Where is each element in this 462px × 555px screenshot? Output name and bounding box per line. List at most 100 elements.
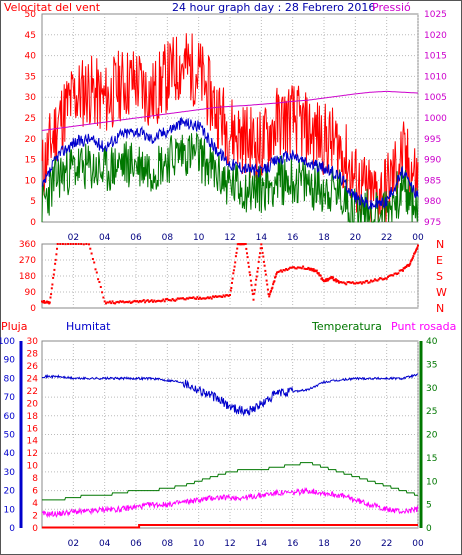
direction-point	[138, 300, 141, 302]
direction-point	[157, 299, 160, 302]
humidity-axis-label: Humitat	[66, 320, 111, 333]
direction-point	[363, 281, 366, 284]
direction-point	[390, 274, 393, 277]
pressure-axis-label: Pressió	[372, 1, 411, 14]
direction-point	[108, 300, 111, 303]
rain-y-tick: 10	[27, 462, 39, 472]
direction-point	[300, 267, 303, 270]
direction-point	[370, 279, 372, 282]
direction-point	[264, 269, 267, 272]
direction-point	[217, 295, 220, 298]
direction-point	[289, 266, 292, 269]
direction-point	[253, 292, 256, 295]
direction-point	[272, 283, 275, 286]
pressure-y-tick: 985	[424, 176, 441, 186]
direction-point	[293, 266, 295, 269]
direction-point	[116, 300, 119, 303]
direction-point	[341, 281, 344, 284]
direction-point	[272, 281, 275, 284]
direction-point	[299, 266, 302, 269]
direction-point	[125, 300, 128, 303]
direction-point	[315, 269, 318, 272]
direction-point	[118, 301, 120, 304]
direction-point	[184, 298, 187, 301]
direction-point	[385, 277, 388, 280]
direction-point	[367, 281, 370, 284]
direction-point	[249, 274, 252, 276]
direction-point	[94, 268, 97, 271]
direction-point	[330, 275, 333, 278]
direction-point	[222, 294, 225, 297]
direction-point	[231, 277, 234, 280]
direction-point	[380, 277, 383, 280]
temperature-y-tick: 25	[426, 407, 437, 417]
compass-label: N	[436, 238, 444, 251]
direction-point	[82, 243, 85, 246]
direction-point	[259, 247, 262, 250]
temperature-y-tick: 10	[426, 477, 438, 487]
direction-point	[355, 281, 358, 284]
direction-point	[268, 295, 271, 298]
direction-point	[235, 251, 238, 254]
direction-point	[393, 272, 396, 275]
direction-point	[74, 243, 77, 245]
humidity-y-tick: 30	[4, 468, 16, 478]
rain-y-tick: 8	[32, 474, 38, 484]
direction-point	[255, 275, 258, 278]
direction-point	[55, 253, 58, 256]
rain-y-tick: 26	[27, 362, 39, 372]
climate-panel-x-tick: 20	[350, 539, 362, 549]
direction-point	[89, 247, 92, 250]
wind-y-tick: 0	[30, 218, 36, 228]
direction-point	[261, 247, 263, 250]
direction-point	[345, 283, 348, 286]
direction-point	[362, 281, 365, 284]
direction-point	[270, 289, 273, 292]
graph-title: 24 hour graph day : 28 Febrero 2016	[172, 1, 376, 14]
direction-point	[334, 278, 337, 281]
direction-point	[311, 269, 314, 272]
dewpoint-legend-label: Punt rosada	[391, 320, 457, 333]
direction-point	[335, 280, 338, 283]
direction-point	[188, 296, 191, 299]
direction-point	[354, 282, 357, 285]
direction-point	[120, 300, 123, 303]
direction-point	[347, 281, 350, 283]
direction-point	[227, 294, 230, 297]
wind-panel-x-tick: 06	[130, 233, 142, 243]
direction-point	[115, 301, 118, 304]
direction-point	[131, 301, 134, 304]
direction-point	[128, 300, 131, 303]
direction-point	[310, 268, 313, 270]
direction-point	[50, 293, 53, 296]
direction-y-tick: 360	[19, 240, 36, 250]
pressure-y-tick: 1005	[424, 93, 447, 103]
pressure-y-tick: 1010	[424, 72, 447, 82]
direction-point	[251, 289, 254, 292]
direction-point	[324, 280, 327, 283]
direction-point	[275, 273, 278, 276]
direction-point	[375, 279, 378, 282]
rain-y-tick: 14	[27, 437, 39, 447]
direction-point	[281, 270, 284, 273]
climate-panel-x-tick: 00	[412, 539, 424, 549]
direction-point	[112, 302, 115, 305]
wind-panel-x-tick: 20	[350, 233, 362, 243]
direction-point	[163, 300, 166, 303]
direction-point	[193, 297, 196, 300]
direction-point	[394, 272, 397, 275]
direction-point	[340, 281, 342, 284]
direction-point	[155, 300, 158, 303]
rain-y-tick: 20	[27, 399, 39, 409]
direction-point	[325, 278, 327, 281]
direction-point	[276, 271, 278, 274]
direction-point	[205, 297, 208, 300]
direction-y-tick: 180	[19, 272, 36, 282]
direction-point	[278, 270, 281, 273]
humidity-y-tick: 90	[4, 356, 16, 366]
direction-point	[269, 291, 272, 294]
direction-point	[287, 267, 290, 270]
direction-point	[353, 282, 355, 285]
direction-point	[166, 297, 169, 300]
direction-point	[212, 295, 214, 298]
